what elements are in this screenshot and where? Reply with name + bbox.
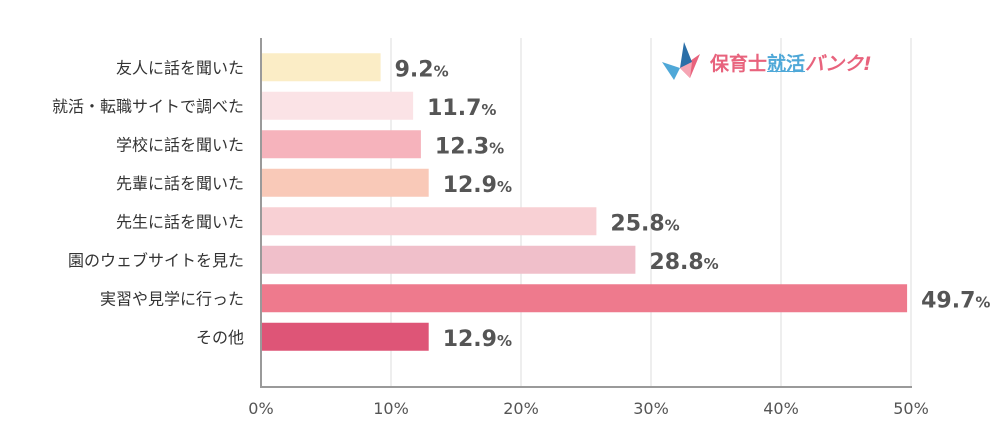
value-label-6: 49.7% (921, 288, 990, 313)
bar-6 (262, 284, 908, 313)
bars (262, 53, 908, 351)
category-label-1: 就活・転職サイトで調べた (52, 97, 244, 116)
category-label-2: 学校に話を聞いた (116, 135, 244, 154)
bar-0 (262, 53, 381, 82)
category-label-4: 先生に話を聞いた (116, 212, 244, 231)
bar-2 (262, 130, 421, 159)
value-label-7: 12.9% (443, 327, 512, 352)
value-label-unit-4: % (665, 216, 680, 234)
value-label-2: 12.3% (435, 134, 504, 159)
category-label-3: 先輩に話を聞いた (116, 174, 244, 193)
tick-label-20: 20% (503, 399, 539, 418)
tick-label-30: 30% (633, 399, 669, 418)
brand-logo: 保育士就活バンク! (660, 40, 872, 84)
value-label-unit-6: % (975, 293, 990, 311)
tick-labels: 0% 10% 20% 30% 40% 50% (248, 399, 928, 418)
category-label-7: その他 (196, 328, 244, 347)
value-label-4: 25.8% (610, 211, 679, 236)
bar-3 (262, 168, 429, 197)
brand-name-part1: 保育士 (710, 52, 768, 75)
brand-name-part3: バンク! (805, 52, 872, 75)
value-label-unit-2: % (489, 139, 504, 157)
category-label-0: 友人に話を聞いた (116, 58, 244, 77)
bar-7 (262, 322, 429, 351)
value-label-5: 28.8% (649, 250, 718, 275)
paper-crane-icon (662, 42, 700, 80)
value-label-unit-1: % (481, 101, 496, 119)
category-labels: 友人に話を聞いた就活・転職サイトで調べた学校に話を聞いた先輩に話を聞いた先生に話… (52, 58, 244, 347)
value-label-unit-0: % (434, 62, 449, 80)
tick-label-50: 50% (893, 399, 929, 418)
value-label-unit-3: % (497, 178, 512, 196)
tick-label-10: 10% (373, 399, 409, 418)
value-label-unit-5: % (704, 255, 719, 273)
bar-5 (262, 245, 636, 274)
value-label-unit-7: % (497, 332, 512, 350)
bar-4 (262, 207, 597, 236)
value-labels: 9.2% 11.7% 12.3% 12.9% 25.8% 28.8% 49.7% 12.9% (395, 57, 991, 352)
brand-name: 保育士就活バンク! (710, 49, 872, 76)
value-label-1: 11.7% (427, 96, 496, 121)
tick-label-0: 0% (248, 399, 273, 418)
value-label-0: 9.2% (395, 57, 449, 82)
value-label-3: 12.9% (443, 173, 512, 198)
tick-label-40: 40% (763, 399, 799, 418)
category-label-6: 実習や見学に行った (100, 289, 244, 308)
category-label-5: 園のウェブサイトを見た (68, 251, 244, 270)
brand-name-part2: 就活 (767, 52, 806, 75)
bar-1 (262, 91, 414, 120)
axes (260, 38, 912, 388)
